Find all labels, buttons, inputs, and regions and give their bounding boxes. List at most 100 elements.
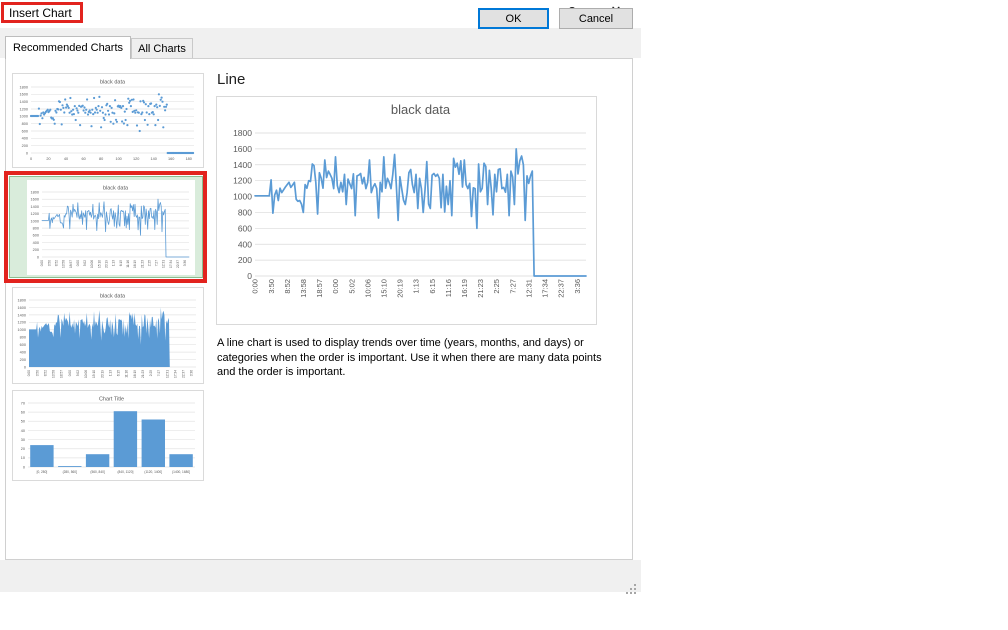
svg-text:0:00: 0:00 — [76, 260, 80, 266]
svg-text:15:10: 15:10 — [97, 260, 101, 268]
svg-text:1800: 1800 — [31, 190, 39, 194]
svg-text:2:25: 2:25 — [147, 260, 151, 266]
svg-text:800: 800 — [33, 226, 39, 230]
svg-text:600: 600 — [238, 223, 252, 233]
svg-text:21:23: 21:23 — [140, 260, 144, 268]
svg-text:6:15: 6:15 — [119, 260, 123, 266]
svg-text:1600: 1600 — [20, 93, 28, 97]
svg-text:3:50: 3:50 — [267, 279, 276, 294]
svg-text:17:34: 17:34 — [541, 279, 550, 298]
svg-text:0:00: 0:00 — [331, 279, 340, 294]
tab-recommended-charts[interactable]: Recommended Charts — [5, 36, 131, 59]
svg-text:2:25: 2:25 — [149, 370, 153, 376]
svg-text:13:58: 13:58 — [62, 260, 66, 268]
svg-text:20: 20 — [46, 157, 50, 161]
svg-text:3:36: 3:36 — [573, 279, 582, 294]
svg-text:1400: 1400 — [18, 313, 26, 317]
svg-text:1000: 1000 — [20, 115, 28, 119]
svg-text:(280, 560]: (280, 560] — [63, 470, 77, 474]
svg-text:13:58: 13:58 — [299, 279, 308, 298]
svg-text:(560, 840]: (560, 840] — [90, 470, 104, 474]
svg-text:17:34: 17:34 — [173, 370, 177, 378]
tab-all-charts[interactable]: All Charts — [131, 38, 193, 59]
svg-text:11:16: 11:16 — [126, 260, 130, 268]
svg-text:20: 20 — [21, 447, 25, 451]
svg-text:20:19: 20:19 — [100, 370, 104, 378]
svg-text:0: 0 — [247, 271, 252, 281]
svg-text:16:19: 16:19 — [133, 370, 137, 378]
svg-text:200: 200 — [20, 358, 26, 362]
svg-text:0: 0 — [23, 465, 25, 469]
chart-type-heading: Line — [217, 71, 246, 88]
svg-text:80: 80 — [99, 157, 103, 161]
svg-text:1:13: 1:13 — [108, 370, 112, 376]
svg-text:7:27: 7:27 — [508, 279, 517, 294]
svg-text:13:58: 13:58 — [52, 370, 56, 378]
svg-text:12:31: 12:31 — [165, 370, 169, 378]
svg-text:3:50: 3:50 — [35, 370, 39, 376]
svg-text:1:13: 1:13 — [112, 260, 116, 266]
resize-grip-icon[interactable] — [626, 584, 638, 596]
svg-text:3:50: 3:50 — [47, 260, 51, 266]
svg-text:black data: black data — [103, 186, 129, 192]
svg-text:black data: black data — [391, 102, 451, 117]
svg-text:1:13: 1:13 — [412, 279, 421, 294]
ok-button[interactable]: OK — [478, 8, 549, 29]
svg-text:400: 400 — [20, 350, 26, 354]
svg-text:15:10: 15:10 — [92, 370, 96, 378]
chart-thumbnail-scatter[interactable]: black data 0 200 400 600 800 1000 1200 1400 1600 1… — [12, 73, 204, 168]
svg-text:black data: black data — [100, 294, 126, 300]
svg-text:15:10: 15:10 — [380, 279, 389, 298]
svg-text:5:02: 5:02 — [76, 370, 80, 376]
svg-text:0:00: 0:00 — [40, 260, 44, 266]
svg-text:22:37: 22:37 — [176, 260, 180, 268]
svg-text:0:00: 0:00 — [251, 279, 260, 294]
svg-text:1400: 1400 — [31, 205, 39, 209]
svg-text:21:23: 21:23 — [141, 370, 145, 378]
svg-text:200: 200 — [33, 248, 39, 252]
svg-text:12:31: 12:31 — [162, 260, 166, 268]
svg-text:40: 40 — [21, 429, 25, 433]
svg-text:18:57: 18:57 — [69, 260, 73, 268]
svg-text:(1120, 1400]: (1120, 1400] — [144, 470, 162, 474]
svg-text:17:34: 17:34 — [169, 260, 173, 268]
svg-text:600: 600 — [22, 129, 28, 133]
svg-text:10:06: 10:06 — [90, 260, 94, 268]
svg-text:(1400, 1680]: (1400, 1680] — [172, 470, 190, 474]
svg-text:7:27: 7:27 — [157, 370, 161, 376]
svg-text:1600: 1600 — [233, 144, 252, 154]
svg-text:18:57: 18:57 — [315, 279, 324, 298]
svg-text:1800: 1800 — [18, 298, 26, 302]
svg-text:1600: 1600 — [31, 198, 39, 202]
svg-text:200: 200 — [22, 144, 28, 148]
svg-text:0: 0 — [24, 365, 26, 369]
svg-text:11:16: 11:16 — [125, 370, 129, 378]
svg-text:600: 600 — [33, 234, 39, 238]
chart-thumbnail-line[interactable]: black data 0 200 400 600 800 1000 1200 1400 1600 1… — [27, 180, 195, 275]
svg-text:[0, 280]: [0, 280] — [37, 470, 48, 474]
svg-text:21:23: 21:23 — [476, 279, 485, 298]
svg-text:800: 800 — [238, 208, 252, 218]
svg-text:600: 600 — [20, 343, 26, 347]
svg-text:(840, 1120]: (840, 1120] — [117, 470, 133, 474]
svg-text:16:19: 16:19 — [133, 260, 137, 268]
chart-thumbnail-area[interactable]: black data 0 200 400 600 800 1000 1200 1400 1600 1… — [12, 287, 204, 384]
svg-text:1200: 1200 — [18, 321, 26, 325]
cancel-button[interactable]: Cancel — [559, 8, 633, 29]
svg-text:160: 160 — [168, 157, 174, 161]
svg-text:800: 800 — [20, 336, 26, 340]
svg-text:2:25: 2:25 — [492, 279, 501, 294]
svg-text:120: 120 — [133, 157, 139, 161]
svg-text:6:15: 6:15 — [428, 279, 437, 294]
insert-chart-dialog: Insert Chart ? ✕ Recommended Charts All … — [0, 0, 641, 592]
svg-text:1200: 1200 — [31, 212, 39, 216]
svg-text:1600: 1600 — [18, 306, 26, 310]
svg-text:5:02: 5:02 — [347, 279, 356, 294]
svg-text:1400: 1400 — [20, 100, 28, 104]
svg-text:20:19: 20:19 — [396, 279, 405, 298]
svg-text:0:00: 0:00 — [27, 370, 31, 376]
svg-text:8:52: 8:52 — [54, 260, 58, 266]
svg-text:18:57: 18:57 — [60, 370, 64, 378]
chart-thumbnail-histogram[interactable]: Chart Title 0 10 20 30 40 50 60 70 [0, 280] (280, … — [12, 390, 204, 481]
svg-text:400: 400 — [238, 239, 252, 249]
